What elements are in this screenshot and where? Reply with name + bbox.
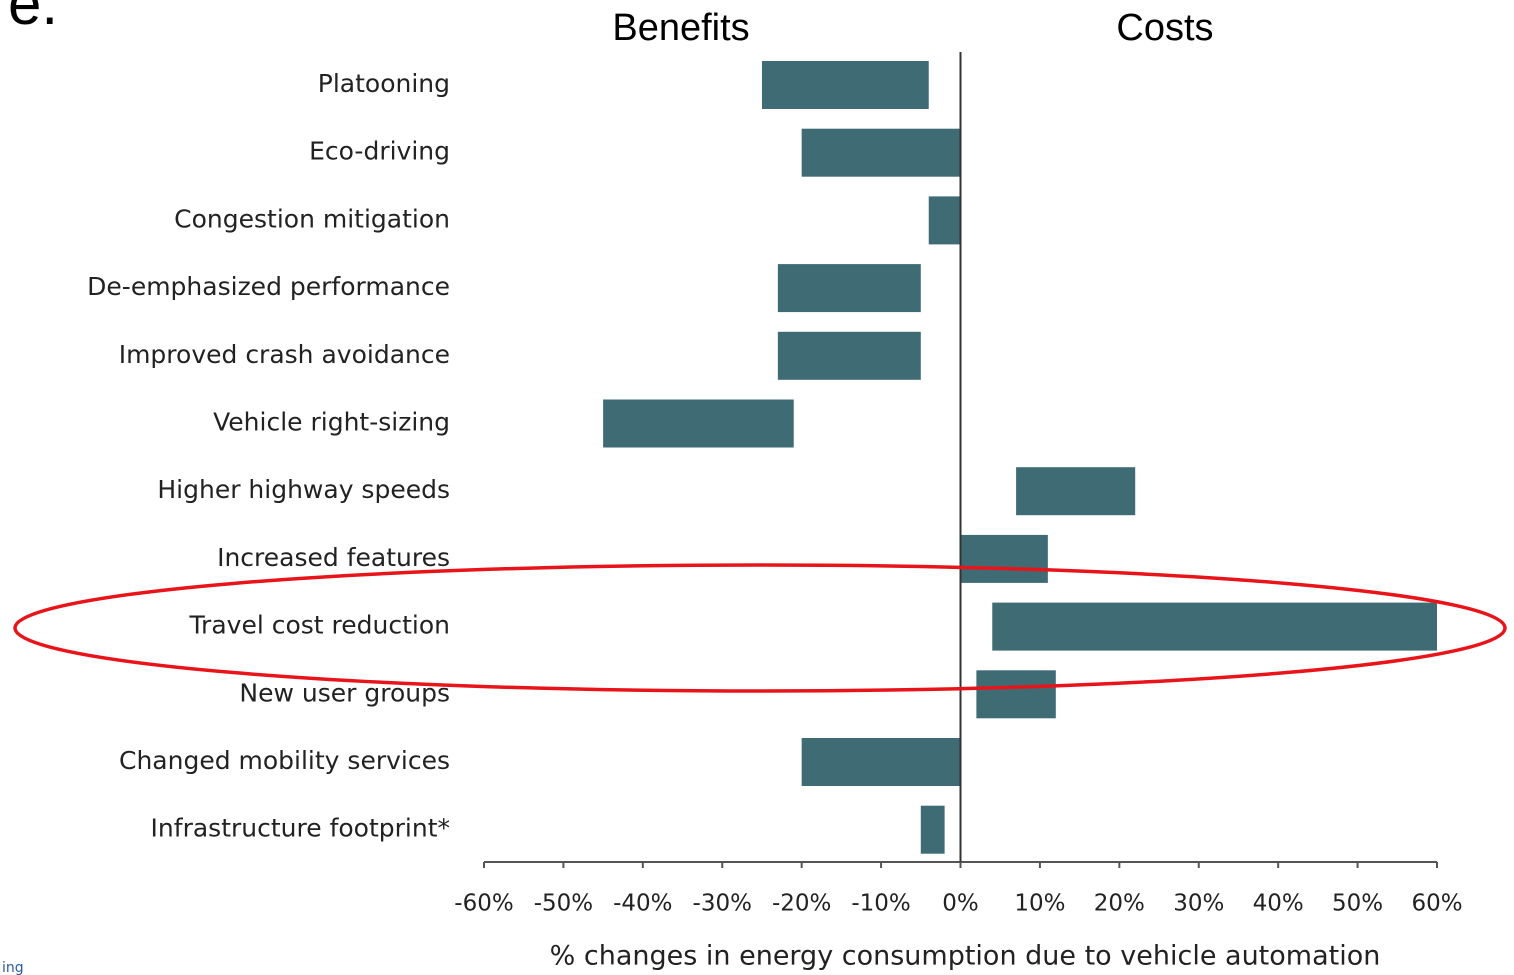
bar [801, 128, 961, 177]
category-label: Higher highway speeds [157, 475, 450, 504]
x-tick-label: -20% [772, 891, 831, 917]
annotation: Benefits [612, 7, 749, 49]
bar [761, 61, 929, 109]
x-axis-label: % changes in energy consumption due to v… [550, 941, 1381, 972]
bar [976, 670, 1056, 719]
annotation: Costs [1116, 7, 1213, 49]
x-tick-label: 50% [1332, 891, 1383, 917]
x-tick-label: -60% [454, 891, 513, 917]
x-tick-label: 10% [1014, 891, 1065, 917]
highlight-ellipse [13, 563, 1507, 693]
category-label: Increased features [217, 543, 450, 572]
bar [992, 602, 1437, 651]
footer-text: ing [2, 960, 24, 975]
category-label: Travel cost reduction [188, 611, 450, 640]
category-label: Improved crash avoidance [119, 340, 450, 369]
bar [801, 738, 961, 786]
category-label: Platooning [318, 69, 450, 98]
category-label: Changed mobility services [119, 746, 450, 775]
bar [603, 399, 794, 448]
category-label: Eco-driving [309, 137, 450, 166]
category-label: Vehicle right-sizing [213, 408, 450, 437]
bar [920, 805, 945, 854]
x-tick-label: 0% [942, 891, 979, 917]
category-label: Congestion mitigation [174, 204, 450, 233]
x-tick-label: -30% [693, 891, 752, 917]
x-tick-label: 60% [1411, 891, 1462, 917]
category-label: De-emphasized performance [87, 272, 450, 301]
x-tick-label: 30% [1173, 891, 1224, 917]
x-tick-label: -50% [534, 891, 593, 917]
bar [777, 264, 921, 313]
bar [960, 534, 1048, 583]
category-label: Infrastructure footprint* [151, 814, 450, 843]
x-tick-label: -40% [613, 891, 672, 917]
x-tick-label: 20% [1094, 891, 1145, 917]
bar [777, 331, 921, 380]
bar [1016, 467, 1136, 516]
x-tick-label: -10% [851, 891, 910, 917]
corner-text: e. [8, 0, 58, 37]
bar [928, 196, 961, 245]
x-tick-label: 40% [1253, 891, 1304, 917]
